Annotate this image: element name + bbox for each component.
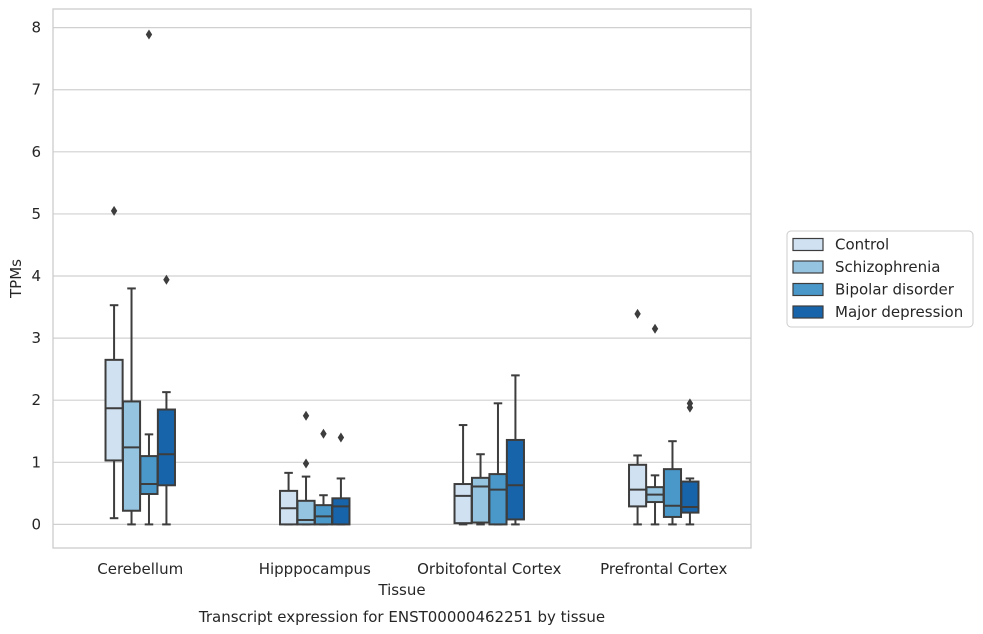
legend-box xyxy=(786,230,974,328)
box-group xyxy=(139,29,159,526)
y-tick-label: 6 xyxy=(31,143,41,161)
box-group xyxy=(628,308,648,526)
y-axis-ticks: 0 1 2 3 4 5 6 7 8 xyxy=(31,19,41,534)
box xyxy=(139,455,159,495)
outlier-point xyxy=(302,410,310,421)
x-tick-label: Hipppocampus xyxy=(259,560,371,578)
box xyxy=(488,473,508,526)
legend-label: Control xyxy=(835,236,889,254)
y-tick-label: 0 xyxy=(31,515,41,533)
y-tick-label: 5 xyxy=(31,205,41,223)
y-axis-label: TPMs xyxy=(7,259,25,299)
box xyxy=(313,504,334,526)
outlier-point xyxy=(686,398,694,409)
box xyxy=(104,358,124,462)
legend-label: Schizophrenia xyxy=(835,258,940,276)
legend-label: Bipolar disorder xyxy=(835,281,955,299)
outlier-point xyxy=(145,29,153,40)
box-group xyxy=(279,471,299,526)
legend-swatch xyxy=(792,260,824,274)
box-group xyxy=(645,323,665,526)
y-tick-label: 2 xyxy=(31,391,41,409)
chart-caption: Transcript expression for ENST0000046225… xyxy=(198,608,605,626)
box xyxy=(505,438,525,521)
outlier-point xyxy=(337,432,345,443)
outlier-point xyxy=(634,308,641,319)
box xyxy=(156,408,176,487)
y-tick-label: 3 xyxy=(31,329,41,347)
x-tick-label: Orbitofontal Cortex xyxy=(417,560,561,578)
outlier-point xyxy=(651,323,659,334)
outlier-point xyxy=(110,205,118,216)
box xyxy=(662,468,683,518)
box-group xyxy=(453,424,473,526)
box-group xyxy=(662,440,683,526)
x-axis-label: Tissue xyxy=(377,581,425,599)
box-group xyxy=(313,428,334,526)
box-group xyxy=(296,410,316,526)
y-tick-label: 7 xyxy=(31,81,41,99)
box-group xyxy=(470,453,491,526)
x-tick-label: Prefrontal Cortex xyxy=(600,560,727,578)
box xyxy=(628,463,648,508)
legend: Control Schizophrenia Bipolar disorder Majo… xyxy=(786,230,974,328)
box-group xyxy=(156,274,176,526)
box-group xyxy=(505,374,525,526)
outlier-point xyxy=(302,458,310,469)
box xyxy=(680,480,700,514)
box-group xyxy=(680,398,700,526)
legend-label: Major depression xyxy=(835,303,963,321)
outlier-point xyxy=(320,428,327,439)
x-axis-ticks: Cerebellum Hipppocampus Orbitofontal Corte… xyxy=(97,560,727,578)
x-tick-label: Cerebellum xyxy=(97,560,183,578)
box xyxy=(331,497,351,526)
boxes xyxy=(104,29,700,526)
box xyxy=(470,476,491,524)
box-group xyxy=(331,432,351,526)
legend-swatch xyxy=(792,237,824,252)
box-group xyxy=(121,287,142,526)
box-group xyxy=(104,205,124,520)
legend-swatch xyxy=(792,282,824,297)
box-group xyxy=(488,402,508,526)
y-tick-label: 4 xyxy=(31,267,41,285)
box xyxy=(121,400,142,512)
y-tick-label: 8 xyxy=(31,19,41,37)
outlier-point xyxy=(163,274,170,285)
legend-swatch xyxy=(792,305,824,319)
box xyxy=(453,483,473,525)
plot-area-frame xyxy=(52,8,752,549)
y-tick-label: 1 xyxy=(31,453,41,471)
